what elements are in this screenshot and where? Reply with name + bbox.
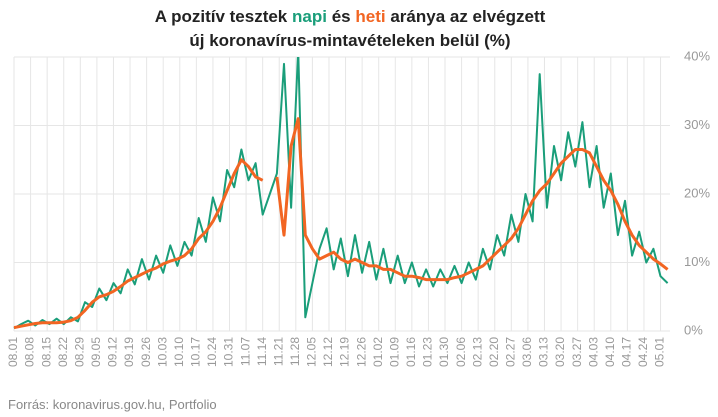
x-tick-label: 12.05 <box>305 337 319 367</box>
x-tick-label: 01.23 <box>421 337 435 367</box>
y-tick-label: 10% <box>684 254 710 269</box>
x-tick-label: 12.26 <box>354 337 368 367</box>
x-tick-label: 01.02 <box>371 337 385 367</box>
x-tick-label: 08.29 <box>72 337 86 367</box>
plot <box>13 57 669 330</box>
title-segment: A pozitív tesztek <box>155 7 288 26</box>
x-tick-label: 02.06 <box>454 337 468 367</box>
x-tick-label: 05.01 <box>653 337 667 367</box>
x-tick-label: 08.22 <box>56 337 70 367</box>
x-tick-label: 04.17 <box>620 337 634 367</box>
y-tick-label: 0% <box>684 322 703 337</box>
title-line: A pozitív tesztek napi és heti aránya az… <box>155 7 546 26</box>
x-tick-label: 11.14 <box>255 337 269 366</box>
x-tick-label: 11.21 <box>271 337 285 366</box>
x-tick-label: 03.20 <box>553 337 567 367</box>
title-segment: napi <box>292 7 327 26</box>
x-tick-label: 10.31 <box>222 337 236 367</box>
title-line: új koronavírus-mintavételeken belül (%) <box>189 31 510 50</box>
title-segment: és <box>332 7 351 26</box>
x-tick-label: 10.03 <box>155 337 169 367</box>
x-tick-label: 04.03 <box>586 337 600 367</box>
x-tick-label: 09.12 <box>106 337 120 367</box>
title-segment: heti <box>355 7 385 26</box>
series-line <box>13 57 669 330</box>
x-tick-label: 08.01 <box>6 337 20 367</box>
x-tick-label: 02.13 <box>470 337 484 367</box>
x-tick-label: 02.20 <box>487 337 501 367</box>
title-segment: aránya az elvégzett <box>390 7 545 26</box>
x-tick-label: 12.19 <box>338 337 352 367</box>
x-tick-label: 03.13 <box>537 337 551 367</box>
y-tick-label: 20% <box>684 185 710 200</box>
x-tick-label: 11.07 <box>238 337 252 366</box>
x-tick-label: 03.27 <box>570 337 584 367</box>
x-tick-label: 09.19 <box>122 337 136 367</box>
x-tick-label: 01.30 <box>437 337 451 367</box>
x-tick-label: 01.16 <box>404 337 418 367</box>
y-tick-label: 30% <box>684 117 710 132</box>
x-tick-label: 04.10 <box>603 337 617 367</box>
series-line <box>13 158 264 330</box>
source: Forrás: koronavirus.gov.hu, Portfolio <box>8 397 217 412</box>
x-tick-label: 08.15 <box>39 337 53 367</box>
x-tick-label: 08.08 <box>23 337 37 367</box>
x-tick-label: 12.12 <box>321 337 335 367</box>
x-tick-label: 03.06 <box>520 337 534 367</box>
title-segment: új koronavírus-mintavételeken belül (%) <box>189 31 510 50</box>
x-tick-label: 02.27 <box>504 337 518 367</box>
x-tick-label: 01.09 <box>387 337 401 367</box>
x-tick-label: 10.24 <box>205 337 219 367</box>
x-tick-label: 10.17 <box>189 337 203 367</box>
x-tick-label: 11.28 <box>288 337 302 366</box>
x-tick-label: 04.24 <box>636 337 650 367</box>
series-line <box>275 117 669 282</box>
y-tick-label: 40% <box>684 48 710 63</box>
x-tick-label: 10.10 <box>172 337 186 367</box>
x-tick-label: 09.05 <box>89 337 103 367</box>
x-tick-label: 09.26 <box>139 337 153 367</box>
